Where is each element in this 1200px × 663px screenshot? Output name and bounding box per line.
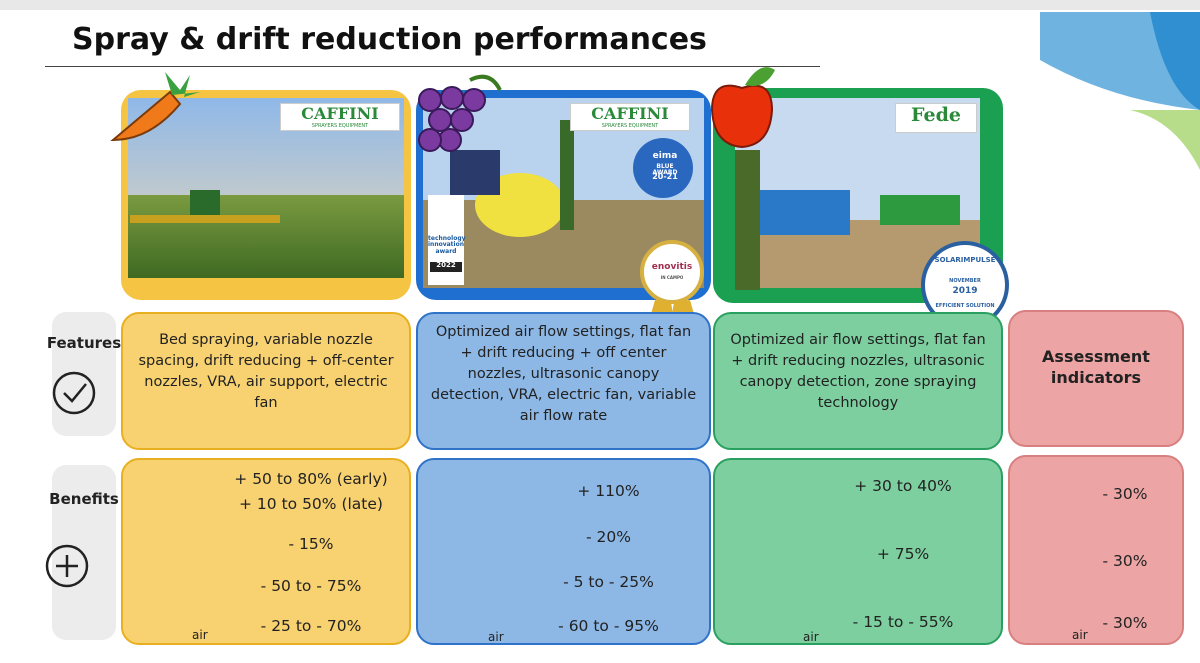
carrot-icon — [165, 72, 200, 97]
badge — [645, 300, 700, 340]
badge-text: 20-21 — [652, 172, 678, 181]
benefit-value: + 10 to 50% (late) — [239, 495, 383, 513]
top-band — [0, 0, 1200, 10]
title-rule — [45, 66, 820, 67]
benefit-value: - 25 to - 70% — [260, 617, 362, 635]
logo-subtitle: SPRAYERS EQUIPMENT — [601, 123, 659, 129]
logo-subtitle: SPRAYERS EQUIPMENT — [311, 123, 369, 129]
benefits-box — [121, 458, 411, 645]
features-text: Optimized air flow settings, flat fan + … — [730, 332, 986, 411]
logo-box — [570, 103, 690, 131]
benefits-box — [713, 458, 1003, 645]
badge-text: SOLARIMPULSE — [934, 256, 996, 264]
badge-year-bg — [430, 262, 462, 272]
photo — [190, 190, 220, 215]
check-icon — [52, 371, 96, 415]
apple-icon — [710, 84, 774, 149]
badge-text: BLUE AWARD — [652, 163, 678, 177]
title: Spray & drift reduction performances — [72, 22, 707, 57]
logo-box — [280, 103, 400, 131]
benefit-value: - 60 to - 95% — [558, 617, 659, 635]
benefit-value: - 15% — [288, 535, 334, 553]
photo — [760, 190, 850, 235]
benefit-value: - 5 to - 25% — [563, 573, 654, 591]
photo — [130, 215, 280, 223]
badge-text: 2019 — [952, 286, 978, 296]
benefit-value: + 30 to 40% — [854, 477, 952, 495]
logo-box — [895, 103, 977, 133]
features-label-box — [52, 312, 116, 436]
grapes-icon — [469, 74, 502, 91]
features-box — [416, 312, 711, 450]
air-label: air — [1072, 628, 1088, 642]
photo — [450, 150, 500, 195]
check-icon — [63, 383, 87, 403]
benefit-value: - 20% — [586, 528, 631, 546]
benefit-value: - 15 to - 55% — [852, 613, 954, 631]
benefit-value: - 50 to - 75% — [260, 577, 362, 595]
badge-text: eima — [652, 151, 678, 161]
logo: CAFFINI — [301, 104, 379, 123]
badge-text: NOVEMBER — [949, 278, 981, 284]
badge-text: 2022 — [436, 261, 456, 269]
logo: CAFFINI — [591, 104, 669, 123]
photo — [128, 195, 404, 278]
benefit-value: + 50 to 80% (early) — [234, 470, 388, 488]
benefit-value: - 30% — [1102, 614, 1148, 632]
air-label: air — [803, 630, 819, 644]
air-label: air — [488, 630, 504, 644]
benefits-label-box — [52, 465, 116, 640]
benefit-value: - 30% — [1102, 552, 1148, 570]
benefits-label: Benefits — [49, 490, 119, 508]
corner-shape — [1130, 110, 1200, 170]
features-label: Features — [46, 334, 122, 352]
features-text: Bed spraying, variable nozzle spacing, d… — [138, 332, 394, 411]
grapes-icon — [418, 86, 486, 152]
logo: Fede — [911, 104, 961, 126]
photo — [880, 195, 960, 225]
features-text: Optimized air flow settings, flat fan + … — [430, 324, 697, 424]
plus-icon — [56, 555, 78, 577]
benefit-value: + 75% — [876, 545, 930, 563]
benefit-value: - 30% — [1102, 485, 1148, 503]
badge-text: enovitis — [651, 262, 693, 272]
assessment-benefits-box — [1008, 455, 1184, 645]
assessment-title: Assessment indicators — [1042, 347, 1150, 387]
features-box — [713, 312, 1003, 450]
badge — [633, 138, 693, 198]
air-label: air — [192, 628, 208, 642]
badge-text: technology innovation award — [428, 235, 466, 255]
corner-shape — [1150, 12, 1200, 110]
photo — [560, 120, 574, 230]
carrot-icon — [110, 90, 182, 142]
badge-text: IN CAMPO — [660, 275, 684, 280]
photo — [735, 150, 760, 290]
apple-icon — [745, 67, 775, 86]
features-box — [121, 312, 411, 450]
badge — [640, 240, 704, 304]
badge-text: EFFICIENT SOLUTION — [935, 303, 995, 309]
assessment-box — [1008, 310, 1184, 447]
plus-icon — [45, 544, 89, 588]
benefits-box — [416, 458, 711, 645]
benefit-value: + 110% — [577, 482, 640, 500]
